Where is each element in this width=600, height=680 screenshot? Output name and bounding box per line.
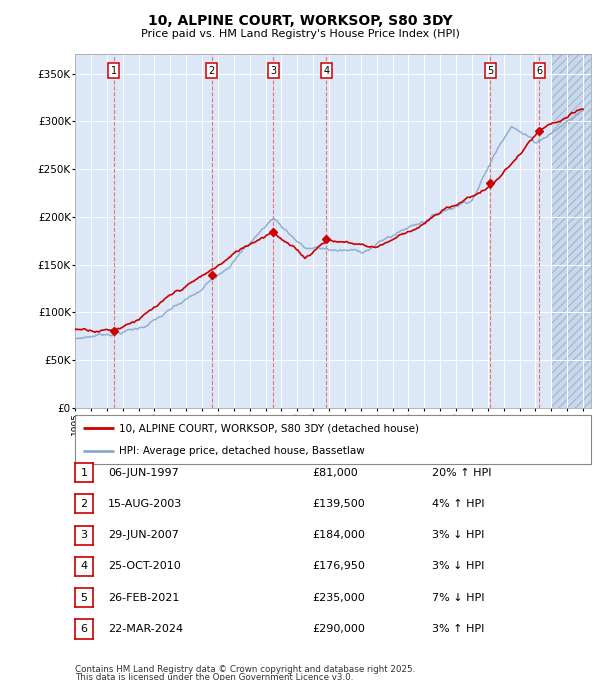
Text: 4: 4 (80, 562, 88, 571)
Text: 20% ↑ HPI: 20% ↑ HPI (432, 468, 491, 477)
Text: This data is licensed under the Open Government Licence v3.0.: This data is licensed under the Open Gov… (75, 673, 353, 680)
Text: 5: 5 (487, 66, 493, 75)
Text: 3% ↓ HPI: 3% ↓ HPI (432, 530, 484, 540)
Text: 2: 2 (209, 66, 215, 75)
Text: 22-MAR-2024: 22-MAR-2024 (108, 624, 183, 634)
Text: £81,000: £81,000 (312, 468, 358, 477)
Text: 3: 3 (270, 66, 277, 75)
Text: 25-OCT-2010: 25-OCT-2010 (108, 562, 181, 571)
Text: 26-FEB-2021: 26-FEB-2021 (108, 593, 179, 602)
Text: 15-AUG-2003: 15-AUG-2003 (108, 499, 182, 509)
Text: Price paid vs. HM Land Registry's House Price Index (HPI): Price paid vs. HM Land Registry's House … (140, 29, 460, 39)
Text: 3% ↑ HPI: 3% ↑ HPI (432, 624, 484, 634)
Text: £290,000: £290,000 (312, 624, 365, 634)
Text: £235,000: £235,000 (312, 593, 365, 602)
Text: 29-JUN-2007: 29-JUN-2007 (108, 530, 179, 540)
Text: HPI: Average price, detached house, Bassetlaw: HPI: Average price, detached house, Bass… (119, 445, 365, 456)
Text: 6: 6 (80, 624, 88, 634)
Text: 1: 1 (80, 468, 88, 477)
Text: 3: 3 (80, 530, 88, 540)
Text: 4% ↑ HPI: 4% ↑ HPI (432, 499, 485, 509)
Text: Contains HM Land Registry data © Crown copyright and database right 2025.: Contains HM Land Registry data © Crown c… (75, 664, 415, 674)
Text: 06-JUN-1997: 06-JUN-1997 (108, 468, 179, 477)
Text: 1: 1 (110, 66, 117, 75)
Text: 4: 4 (323, 66, 329, 75)
Text: 3% ↓ HPI: 3% ↓ HPI (432, 562, 484, 571)
Text: £184,000: £184,000 (312, 530, 365, 540)
Text: £139,500: £139,500 (312, 499, 365, 509)
Text: 5: 5 (80, 593, 88, 602)
Text: 10, ALPINE COURT, WORKSOP, S80 3DY: 10, ALPINE COURT, WORKSOP, S80 3DY (148, 14, 452, 28)
Text: 7% ↓ HPI: 7% ↓ HPI (432, 593, 485, 602)
Text: 6: 6 (536, 66, 542, 75)
Text: 2: 2 (80, 499, 88, 509)
Bar (551, 50, 594, 408)
Text: £176,950: £176,950 (312, 562, 365, 571)
Text: 10, ALPINE COURT, WORKSOP, S80 3DY (detached house): 10, ALPINE COURT, WORKSOP, S80 3DY (deta… (119, 423, 419, 433)
